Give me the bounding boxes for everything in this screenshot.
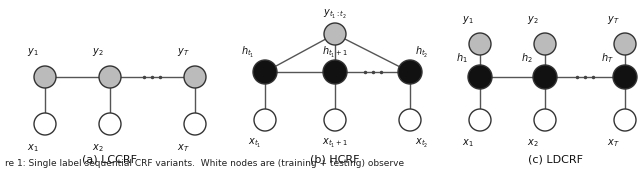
Text: $h_{t_1}$: $h_{t_1}$ xyxy=(241,45,255,60)
Text: $y_2$: $y_2$ xyxy=(527,14,539,26)
Circle shape xyxy=(253,60,277,84)
Text: $h_T$: $h_T$ xyxy=(600,51,613,65)
Circle shape xyxy=(184,66,206,88)
Text: $x_2$: $x_2$ xyxy=(527,137,539,149)
Text: $h_1$: $h_1$ xyxy=(456,51,468,65)
Circle shape xyxy=(534,109,556,131)
Text: $x_T$: $x_T$ xyxy=(177,142,189,154)
Circle shape xyxy=(534,33,556,55)
Circle shape xyxy=(99,66,121,88)
Circle shape xyxy=(469,33,491,55)
Circle shape xyxy=(614,109,636,131)
Text: $x_{t_1+1}$: $x_{t_1+1}$ xyxy=(322,136,348,149)
Circle shape xyxy=(614,33,636,55)
Circle shape xyxy=(399,109,421,131)
Text: $h_{t_2}$: $h_{t_2}$ xyxy=(415,45,429,60)
Text: $y_T$: $y_T$ xyxy=(607,14,620,26)
Circle shape xyxy=(254,109,276,131)
Circle shape xyxy=(468,65,492,89)
Circle shape xyxy=(324,109,346,131)
Text: $x_2$: $x_2$ xyxy=(92,142,104,154)
Circle shape xyxy=(99,113,121,135)
Text: $h_{t_1+1}$: $h_{t_1+1}$ xyxy=(322,45,348,60)
Text: $x_T$: $x_T$ xyxy=(607,137,620,149)
Text: $h_2$: $h_2$ xyxy=(521,51,533,65)
Circle shape xyxy=(533,65,557,89)
Circle shape xyxy=(34,113,56,135)
Circle shape xyxy=(184,113,206,135)
Circle shape xyxy=(34,66,56,88)
Text: $x_1$: $x_1$ xyxy=(27,142,39,154)
Circle shape xyxy=(398,60,422,84)
Text: $y_{t_1:t_2}$: $y_{t_1:t_2}$ xyxy=(323,7,347,20)
Circle shape xyxy=(324,23,346,45)
Text: (b) HCRF: (b) HCRF xyxy=(310,154,360,164)
Text: $y_T$: $y_T$ xyxy=(177,46,189,58)
Text: (a) LCCRF: (a) LCCRF xyxy=(83,154,138,164)
Circle shape xyxy=(469,109,491,131)
Text: (c) LDCRF: (c) LDCRF xyxy=(527,154,582,164)
Text: $x_{t_2}$: $x_{t_2}$ xyxy=(415,136,429,149)
Text: $x_{t_1}$: $x_{t_1}$ xyxy=(248,136,262,149)
Text: $y_1$: $y_1$ xyxy=(462,14,474,26)
Text: $y_2$: $y_2$ xyxy=(92,46,104,58)
Text: $x_1$: $x_1$ xyxy=(462,137,474,149)
Text: re 1: Single label sequential CRF variants.  White nodes are (training + testing: re 1: Single label sequential CRF varian… xyxy=(5,159,404,168)
Circle shape xyxy=(323,60,347,84)
Text: $y_1$: $y_1$ xyxy=(27,46,39,58)
Circle shape xyxy=(613,65,637,89)
